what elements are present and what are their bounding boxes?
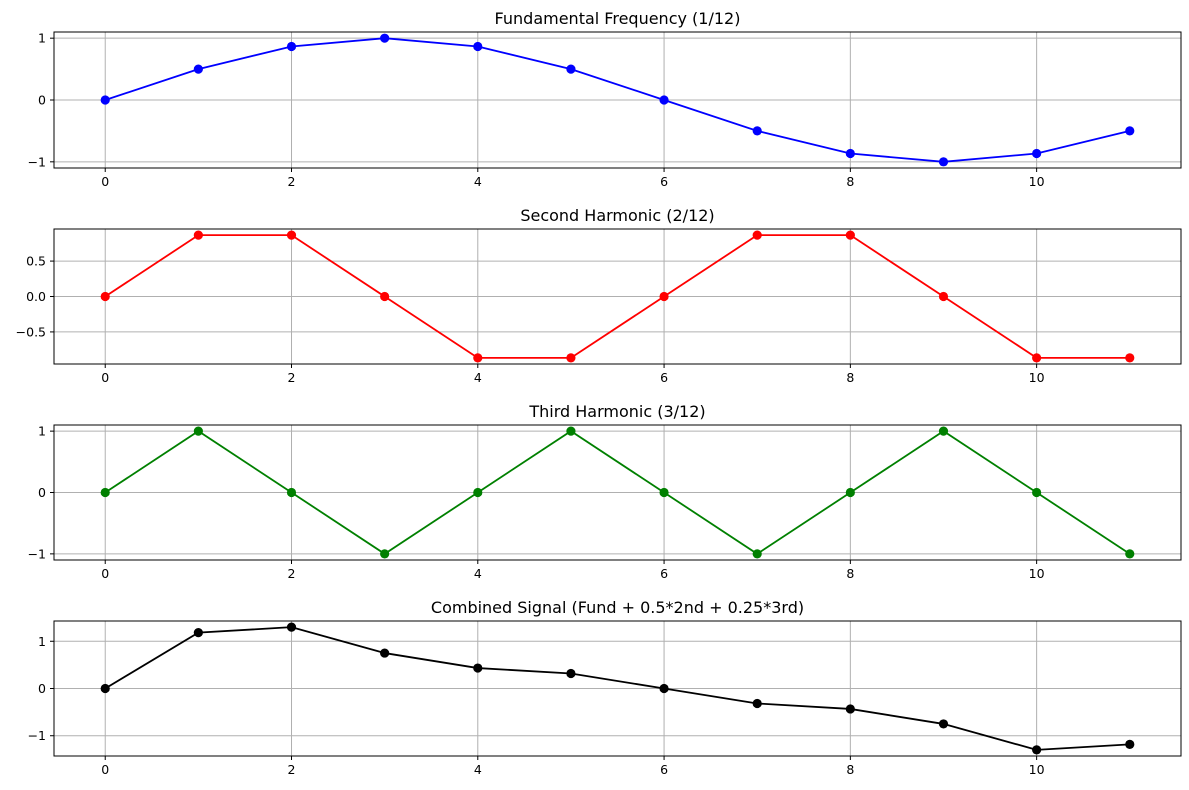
data-point: [939, 719, 948, 728]
y-tick-label: −1: [28, 546, 46, 561]
chart-title: Fundamental Frequency (1/12): [495, 9, 741, 28]
data-point: [566, 669, 575, 678]
x-tick-label: 6: [660, 762, 668, 777]
data-point: [194, 64, 203, 73]
data-point: [1125, 353, 1134, 362]
x-tick-label: 2: [288, 174, 296, 189]
chart-title: Third Harmonic (3/12): [528, 402, 705, 421]
y-tick-label: 0: [38, 93, 46, 108]
x-tick-label: 10: [1029, 762, 1045, 777]
data-point: [473, 42, 482, 51]
x-tick-label: 10: [1029, 174, 1045, 189]
y-tick-label: −1: [28, 728, 46, 743]
subplot-combined-signal: 0 2 4 6 8 10 −1 0 1 Combined Signal (Fund + 0.5*2…: [28, 598, 1181, 777]
data-point: [1032, 488, 1041, 497]
x-tick-label: 10: [1029, 370, 1045, 385]
x-tick-label: 4: [474, 370, 482, 385]
x-tick-label: 6: [660, 566, 668, 581]
data-point: [1125, 549, 1134, 558]
data-point: [1125, 126, 1134, 135]
x-tick-label: 8: [846, 174, 854, 189]
chart-title: Second Harmonic (2/12): [520, 206, 714, 225]
x-tick-label: 4: [474, 174, 482, 189]
y-tick-label: −0.5: [16, 324, 46, 339]
data-point: [566, 64, 575, 73]
data-point: [753, 231, 762, 240]
y-tick-label: 0: [38, 681, 46, 696]
data-point: [287, 42, 296, 51]
data-point: [753, 549, 762, 558]
data-point: [194, 628, 203, 637]
data-point: [753, 699, 762, 708]
data-point: [473, 488, 482, 497]
data-point: [846, 149, 855, 158]
y-tick-label: 1: [38, 31, 46, 46]
data-point: [194, 427, 203, 436]
data-point: [939, 292, 948, 301]
x-tick-label: 8: [846, 566, 854, 581]
data-point: [753, 126, 762, 135]
x-tick-label: 8: [846, 762, 854, 777]
data-point: [659, 95, 668, 104]
data-point: [287, 488, 296, 497]
x-tick-label: 2: [288, 370, 296, 385]
data-point: [473, 353, 482, 362]
data-point: [194, 231, 203, 240]
data-point: [380, 34, 389, 43]
x-tick-label: 10: [1029, 566, 1045, 581]
x-tick-label: 0: [101, 762, 109, 777]
y-tick-label: 1: [38, 634, 46, 649]
x-tick-label: 4: [474, 762, 482, 777]
data-point: [101, 292, 110, 301]
data-point: [566, 353, 575, 362]
data-point: [1125, 740, 1134, 749]
data-point: [473, 663, 482, 672]
data-point: [380, 648, 389, 657]
data-point: [659, 684, 668, 693]
data-point: [939, 427, 948, 436]
data-point: [659, 292, 668, 301]
data-point: [846, 231, 855, 240]
x-tick-label: 6: [660, 370, 668, 385]
y-tick-label: −1: [28, 154, 46, 169]
x-tick-label: 0: [101, 566, 109, 581]
y-tick-label: 0.5: [26, 254, 46, 269]
data-point: [566, 427, 575, 436]
x-tick-label: 2: [288, 762, 296, 777]
data-point: [287, 623, 296, 632]
data-point: [380, 292, 389, 301]
data-point: [101, 95, 110, 104]
y-tick-label: 1: [38, 424, 46, 439]
data-point: [659, 488, 668, 497]
data-point: [1032, 745, 1041, 754]
data-point: [846, 488, 855, 497]
subplot-second-harmonic: 0 2 4 6 8 10 −0.5 0.0 0.5 Second Harmonic (2/12): [16, 206, 1181, 385]
y-tick-label: 0: [38, 485, 46, 500]
chart-title: Combined Signal (Fund + 0.5*2nd + 0.25*3…: [431, 598, 804, 617]
subplot-fundamental: 0 2 4 6 8 10 −1 0 1 Fundamental Frequency (1/12): [28, 9, 1181, 189]
x-tick-label: 8: [846, 370, 854, 385]
data-point: [1032, 353, 1041, 362]
y-tick-label: 0.0: [26, 289, 46, 304]
data-point: [101, 488, 110, 497]
data-point: [939, 157, 948, 166]
data-point: [846, 704, 855, 713]
x-tick-label: 0: [101, 370, 109, 385]
subplot-third-harmonic: 0 2 4 6 8 10 −1 0 1 Third Harmonic (3/12): [28, 402, 1181, 581]
x-tick-label: 6: [660, 174, 668, 189]
x-tick-label: 4: [474, 566, 482, 581]
data-point: [287, 231, 296, 240]
x-tick-label: 2: [288, 566, 296, 581]
data-point: [1032, 149, 1041, 158]
data-point: [380, 549, 389, 558]
data-point: [101, 684, 110, 693]
x-tick-label: 0: [101, 174, 109, 189]
